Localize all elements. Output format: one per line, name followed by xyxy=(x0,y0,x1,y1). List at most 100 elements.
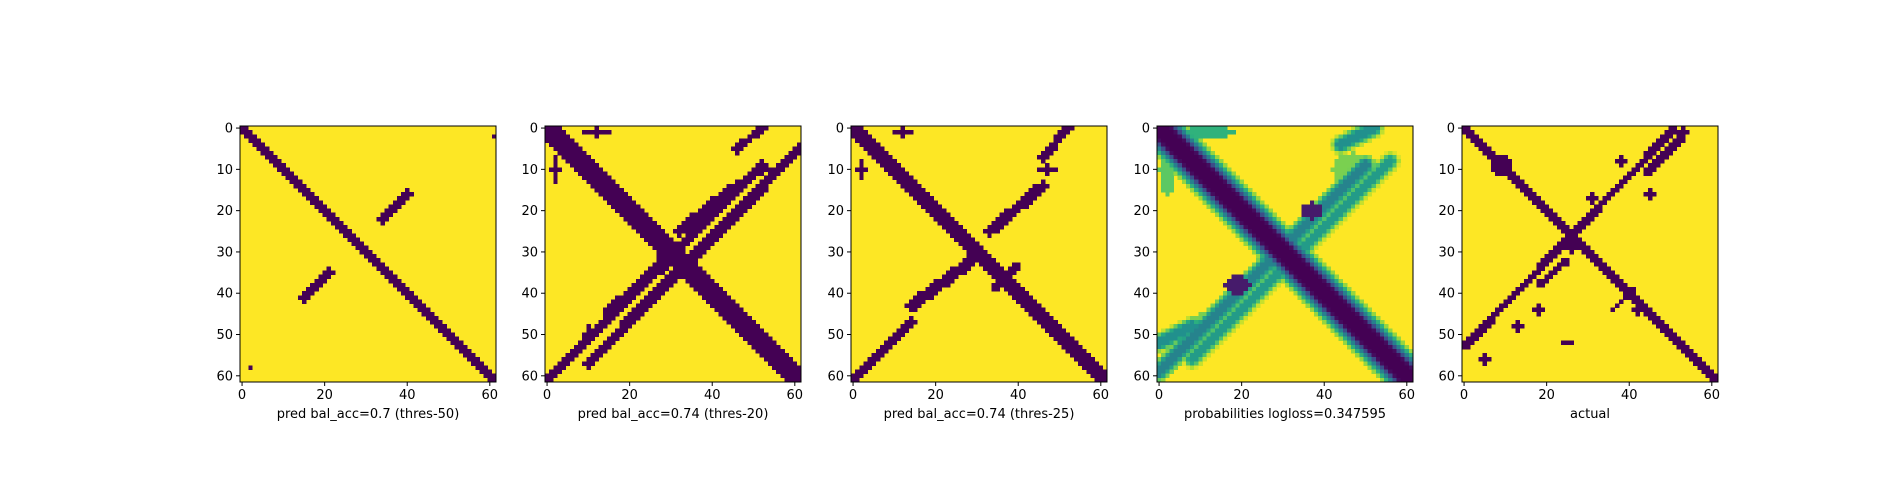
heatmap-cell xyxy=(1161,361,1166,366)
heatmap-cell xyxy=(1185,126,1191,131)
heatmap-cell xyxy=(1231,187,1236,193)
heatmap-cell xyxy=(945,274,951,280)
heatmap-cell xyxy=(1305,254,1311,259)
heatmap-cell xyxy=(954,220,959,226)
heatmap-cell xyxy=(1334,299,1340,304)
heatmap-cell xyxy=(1355,315,1360,321)
heatmap-cell xyxy=(1040,183,1046,189)
heatmap-cell xyxy=(1293,245,1298,251)
y-tick-label: 60 xyxy=(521,369,538,384)
heatmap-cell xyxy=(1309,291,1315,296)
heatmap-cell xyxy=(1297,291,1302,296)
heatmap-cell xyxy=(1330,146,1335,152)
heatmap-cell xyxy=(586,154,591,160)
heatmap-cell xyxy=(1065,332,1071,337)
x-axis-label: pred bal_acc=0.74 (thres-25) xyxy=(884,407,1075,422)
heatmap-cell xyxy=(925,200,930,205)
heatmap-cell xyxy=(1285,249,1290,255)
heatmap-cell xyxy=(1202,340,1207,346)
heatmap-cell xyxy=(1190,320,1195,325)
heatmap-cell xyxy=(1235,287,1240,292)
heatmap-cell xyxy=(1157,365,1162,370)
heatmap-cell xyxy=(1181,154,1187,160)
heatmap-cell xyxy=(1260,254,1265,259)
heatmap-cell xyxy=(859,142,864,147)
heatmap-cell xyxy=(627,200,633,205)
heatmap-cell xyxy=(1061,344,1067,350)
heatmap-cell xyxy=(1272,249,1278,255)
heatmap-cell xyxy=(995,262,1000,267)
heatmap-cell xyxy=(615,187,620,193)
heatmap-cell xyxy=(772,365,777,370)
y-tick-label: 50 xyxy=(216,328,233,343)
heatmap-cell xyxy=(1668,134,1673,139)
heatmap-cell xyxy=(1247,291,1253,296)
heatmap-cell xyxy=(1169,365,1174,370)
heatmap-cell xyxy=(1519,179,1525,185)
heatmap-cell xyxy=(619,324,624,329)
heatmap-cell xyxy=(1098,373,1104,379)
heatmap-cell xyxy=(1647,187,1653,193)
heatmap-cell xyxy=(706,212,711,218)
heatmap-cell xyxy=(277,167,282,172)
heatmap-cell xyxy=(1251,216,1257,222)
heatmap-cell xyxy=(619,187,624,193)
heatmap-cell xyxy=(759,130,765,135)
heatmap-cell xyxy=(1326,225,1331,230)
heatmap-cell xyxy=(685,278,690,284)
heatmap-cell xyxy=(734,212,740,218)
heatmap-cell xyxy=(1676,336,1682,342)
heatmap-cell xyxy=(1227,204,1232,209)
heatmap-cell xyxy=(788,369,794,375)
heatmap-cell xyxy=(1235,315,1240,321)
heatmap-cell xyxy=(573,150,579,156)
heatmap-cell xyxy=(1231,204,1236,209)
heatmap-cell xyxy=(1359,171,1364,176)
heatmap-cell xyxy=(611,196,616,201)
heatmap-cell xyxy=(1206,320,1212,325)
heatmap-cell xyxy=(631,225,637,230)
heatmap-cell xyxy=(1462,126,1467,131)
heatmap-cell xyxy=(917,295,922,300)
heatmap-cell xyxy=(1313,258,1319,263)
heatmap-cell xyxy=(1210,130,1216,135)
heatmap-cell xyxy=(1293,287,1298,292)
heatmap-cell xyxy=(1289,270,1294,275)
heatmap-cell xyxy=(1388,150,1393,156)
heatmap-cell xyxy=(1495,171,1500,176)
heatmap-cell xyxy=(1194,332,1199,337)
heatmap-cell xyxy=(1239,220,1245,226)
heatmap-cell xyxy=(1045,311,1050,317)
heatmap-cell xyxy=(606,320,612,325)
heatmap-cell xyxy=(1396,344,1401,350)
heatmap-cell xyxy=(734,179,740,185)
heatmap-cell xyxy=(1061,336,1067,342)
heatmap-cell xyxy=(730,307,736,313)
heatmap-cell xyxy=(1388,340,1393,346)
heatmap-cell xyxy=(1532,270,1537,275)
heatmap-cell xyxy=(991,266,996,271)
heatmap-cell xyxy=(693,220,699,226)
heatmap-cell xyxy=(1466,126,1471,131)
heatmap-cell xyxy=(314,287,319,292)
heatmap-cell xyxy=(1256,274,1261,280)
heatmap-cell xyxy=(1396,369,1401,375)
heatmap-cell xyxy=(1404,361,1410,366)
heatmap-cell xyxy=(1194,159,1199,164)
heatmap-cell xyxy=(573,344,579,350)
heatmap-cell xyxy=(639,287,645,292)
heatmap-cell xyxy=(966,245,972,251)
heatmap-cell xyxy=(1210,320,1216,325)
heatmap-cell xyxy=(619,303,624,309)
heatmap-cell xyxy=(1664,324,1669,329)
heatmap-cell xyxy=(1165,344,1170,350)
heatmap-cell xyxy=(1367,344,1373,350)
heatmap-cell xyxy=(987,266,992,271)
heatmap-cell xyxy=(631,282,637,288)
heatmap-cell xyxy=(929,212,934,218)
heatmap-cell xyxy=(908,183,914,189)
heatmap-cell xyxy=(1169,171,1174,176)
heatmap-cell xyxy=(1482,328,1488,333)
heatmap-cell xyxy=(553,365,558,370)
heatmap-cell xyxy=(582,175,587,181)
